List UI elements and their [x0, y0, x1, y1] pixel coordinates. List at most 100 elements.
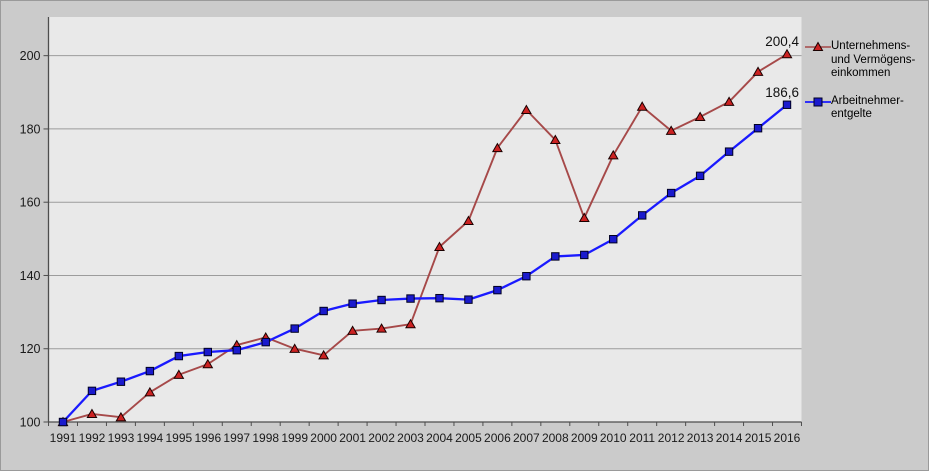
- data-point-square: [782, 100, 792, 109]
- x-tick-label: 2003: [397, 431, 424, 445]
- y-tick-label: 100: [20, 416, 41, 430]
- x-tick-label: 1991: [50, 431, 77, 445]
- data-point-square: [261, 337, 270, 347]
- data-point-square: [348, 299, 357, 308]
- legend-item-unternehmens: Unternehmens- und Vermögens- einkommen: [805, 40, 927, 81]
- x-tick-label: 2016: [774, 431, 801, 445]
- data-point-triangle: [462, 215, 474, 225]
- data-point-square: [580, 250, 589, 260]
- data-point-triangle: [636, 101, 648, 111]
- data-point-triangle: [781, 48, 793, 59]
- x-tick-label: 2012: [658, 431, 685, 445]
- data-point-square: [695, 171, 705, 181]
- data-point-triangle: [115, 411, 127, 422]
- x-tick-label: 2000: [310, 431, 337, 445]
- data-point-square: [464, 295, 473, 304]
- end-value-label: 200,4: [765, 34, 799, 49]
- x-tick-label: 1996: [194, 431, 221, 445]
- y-tick-label: 120: [20, 342, 41, 356]
- gridlines: [43, 55, 802, 423]
- data-point-triangle: [549, 134, 561, 145]
- x-tick-label: 2002: [368, 431, 395, 445]
- data-point-triangle: [86, 408, 98, 419]
- series-line: [62, 103, 788, 423]
- data-point-triangle: [405, 318, 416, 329]
- legend-item-arbeitnehmer: Arbeitnehmer- entgelte: [805, 95, 927, 122]
- x-tick-label: 2001: [339, 431, 366, 445]
- data-point-triangle: [694, 111, 706, 121]
- data-point-triangle: [607, 149, 619, 160]
- data-point-triangle: [173, 369, 185, 379]
- data-point-square: [666, 188, 676, 198]
- data-point-triangle: [347, 325, 359, 335]
- x-tick-label: 2010: [600, 431, 627, 445]
- y-tick-label: 180: [20, 122, 41, 136]
- data-point-square: [406, 294, 415, 303]
- data-point-triangle: [202, 358, 214, 369]
- x-tick-label: 2005: [455, 431, 482, 445]
- x-tick-label: 2006: [484, 431, 511, 445]
- x-tick-label: 2009: [571, 431, 598, 445]
- data-point-square: [232, 345, 241, 355]
- legend-label-arbeitnehmer: Arbeitnehmer- entgelte: [831, 94, 904, 121]
- x-tick-label: 2004: [426, 431, 453, 445]
- x-tick-label: 2008: [542, 431, 569, 445]
- data-point-square: [724, 147, 734, 156]
- x-tick-label: 2007: [513, 431, 540, 445]
- x-tick-label: 1993: [108, 431, 135, 445]
- data-point-triangle: [318, 349, 330, 360]
- data-point-square: [551, 252, 560, 261]
- y-tick-label: 160: [20, 196, 41, 210]
- data-point-square: [493, 285, 502, 295]
- x-tick-label: 1992: [79, 431, 106, 445]
- data-point-triangle: [289, 343, 301, 353]
- data-point-square: [290, 324, 299, 333]
- data-point-square: [609, 235, 618, 244]
- legend-marker-square-icon: [805, 97, 831, 106]
- data-point-square: [522, 272, 531, 281]
- x-tick-label: 1997: [223, 431, 250, 445]
- x-tick-label: 2015: [745, 431, 772, 445]
- data-point-triangle: [434, 241, 445, 251]
- data-point-square: [174, 351, 184, 361]
- data-point-triangle: [723, 96, 735, 106]
- x-axis-labels: 1991 1992 1993 1994 1995 1996 1997 1998 1999 2000…: [50, 431, 801, 445]
- x-tick-label: 1998: [252, 431, 279, 445]
- data-point-triangle: [376, 323, 388, 333]
- y-axis-labels: 100 120 140 160 180 200: [20, 49, 41, 429]
- data-point-triangle: [665, 125, 677, 135]
- series-line: [62, 53, 788, 423]
- legend: Unternehmens- und Vermögens- einkommen A…: [805, 40, 927, 136]
- data-point-square: [87, 386, 97, 396]
- x-tick-label: 2013: [687, 431, 714, 445]
- data-point-square: [435, 293, 444, 303]
- data-point-square: [145, 366, 155, 376]
- data-point-square: [753, 124, 763, 133]
- data-point-triangle: [752, 66, 764, 76]
- x-tick-label: 2014: [716, 431, 743, 445]
- data-point-square: [116, 377, 126, 386]
- data-point-square: [319, 306, 328, 316]
- data-point-triangle: [578, 212, 590, 223]
- plot-area: [48, 17, 802, 422]
- x-tick-label: 1994: [137, 431, 164, 445]
- data-point-square: [377, 295, 386, 305]
- x-axis-ticks: [48, 422, 802, 426]
- series-unternehmens: 200,4: [57, 34, 799, 427]
- y-tick-label: 200: [20, 49, 41, 63]
- data-point-square: [638, 211, 647, 220]
- x-tick-label: 1999: [281, 431, 308, 445]
- x-tick-label: 1995: [165, 431, 192, 445]
- data-point-triangle: [520, 104, 532, 114]
- data-point-triangle: [491, 142, 503, 153]
- end-value-label: 186,6: [765, 85, 799, 100]
- x-tick-label: 2011: [629, 431, 655, 445]
- data-point-square: [203, 347, 213, 357]
- data-point-triangle: [144, 386, 156, 397]
- y-tick-label: 140: [20, 269, 41, 283]
- legend-marker-triangle-icon: [805, 41, 831, 51]
- legend-label-unternehmens: Unternehmens- und Vermögens- einkommen: [831, 40, 916, 79]
- data-point-square: [58, 417, 68, 427]
